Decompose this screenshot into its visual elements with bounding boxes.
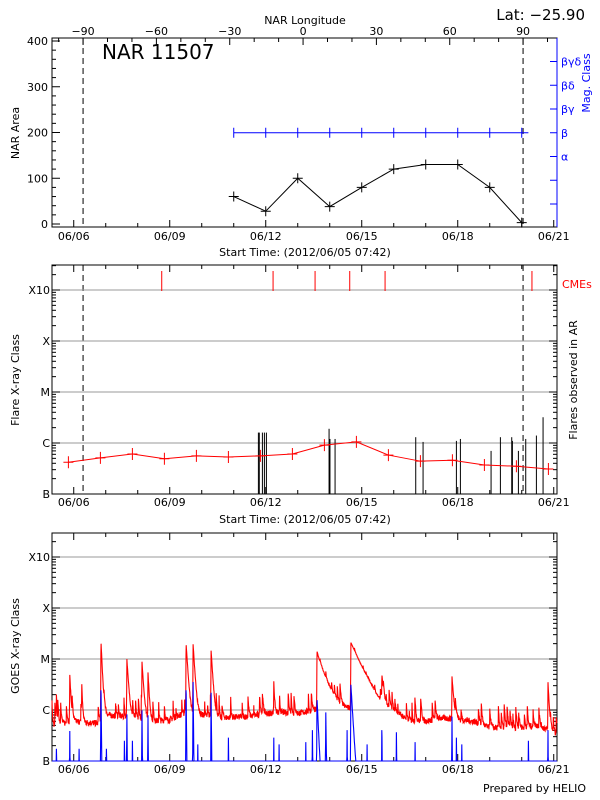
y-tick-label: 400 xyxy=(27,35,48,48)
mag-class-tick-label: βγδ xyxy=(561,56,582,69)
x-tick-label: 06/06 xyxy=(58,496,90,509)
mean-flare-point xyxy=(255,449,266,462)
mean-flare-point xyxy=(319,439,330,452)
cme-label: CMEs xyxy=(562,278,592,291)
mean-flare-point xyxy=(127,447,138,460)
x-tick-label: 06/18 xyxy=(442,496,474,509)
area-point xyxy=(516,217,527,228)
region-label: NAR 11507 xyxy=(102,40,215,64)
mean-flare-point xyxy=(383,449,394,462)
mag-class-tick-label: βδ xyxy=(561,79,575,92)
y-tick-label: 300 xyxy=(27,81,48,94)
area-x-axis-label: Start Time: (2012/06/05 07:42) xyxy=(219,246,391,259)
area-point xyxy=(452,159,463,170)
mean-flare-point xyxy=(351,435,362,448)
area-y-axis-label: NAR Area xyxy=(9,107,22,159)
flares-observed-axis-label: Flares observed in AR xyxy=(567,320,580,440)
area-point xyxy=(388,164,399,175)
y-tick-label: X10 xyxy=(28,284,50,297)
x-tick-label: 06/18 xyxy=(442,763,474,776)
goes-y-axis-label: GOES X-ray Class xyxy=(9,598,22,694)
mean-flare-line xyxy=(68,441,549,470)
mean-flare-point xyxy=(447,454,458,467)
x-tick-label: 06/09 xyxy=(154,230,186,243)
y-tick-label: B xyxy=(42,488,50,501)
area-point xyxy=(356,182,367,193)
area-point xyxy=(260,206,271,217)
chart-marks: 06/06 06/09 06/12 06/15 06/18 06/21 06/06 06/09… xyxy=(27,25,582,776)
area-point xyxy=(292,173,303,184)
y-tick-label: X xyxy=(42,602,50,615)
area-point xyxy=(228,191,239,202)
mag-class-tick-label: β xyxy=(561,127,568,140)
mag-class-tick-label: α xyxy=(561,151,568,164)
mag-class-axis-label: Mag. Class xyxy=(580,53,593,112)
y-tick-label: X xyxy=(42,335,50,348)
y-tick-label: 0 xyxy=(41,218,48,231)
x-tick-label: 06/12 xyxy=(250,230,282,243)
mean-flare-point xyxy=(511,460,522,473)
latitude-label: Lat: −25.90 xyxy=(496,6,585,24)
mag-class-tick-label: βγ xyxy=(561,103,575,116)
longitude-tick-label: −90 xyxy=(71,25,94,38)
x-tick-label: 06/15 xyxy=(346,230,378,243)
longitude-tick-label: −30 xyxy=(218,25,241,38)
mean-flare-point xyxy=(63,456,74,469)
longitude-tick-label: 90 xyxy=(516,25,530,38)
y-tick-label: B xyxy=(42,755,50,768)
mean-flare-point xyxy=(415,455,426,468)
y-tick-label: M xyxy=(41,653,51,666)
goes-long-channel-line xyxy=(51,642,558,736)
x-tick-label: 06/06 xyxy=(58,763,90,776)
panel-frame-2 xyxy=(51,532,558,762)
longitude-tick-label: 30 xyxy=(369,25,383,38)
x-tick-label: 06/12 xyxy=(250,763,282,776)
x-tick-label: 06/06 xyxy=(58,230,90,243)
area-line xyxy=(233,164,523,223)
mean-flare-point xyxy=(543,462,554,475)
y-tick-label: X10 xyxy=(28,551,50,564)
x-tick-label: 06/15 xyxy=(346,496,378,509)
flare-y-axis-label: Flare X-ray Class xyxy=(9,334,22,426)
y-tick-label: M xyxy=(41,386,51,399)
y-tick-label: C xyxy=(42,437,50,450)
x-tick-label: 06/09 xyxy=(154,496,186,509)
x-tick-label: 06/12 xyxy=(250,496,282,509)
x-tick-label: 06/15 xyxy=(346,763,378,776)
x-tick-label: 06/21 xyxy=(538,230,570,243)
mean-flare-point xyxy=(95,451,106,464)
mean-flare-point xyxy=(223,451,234,464)
longitude-tick-label: 60 xyxy=(443,25,457,38)
mean-flare-point xyxy=(287,447,298,460)
area-point xyxy=(324,201,335,212)
y-tick-label: 200 xyxy=(27,127,48,140)
mean-flare-point xyxy=(479,459,490,472)
area-point xyxy=(420,159,431,170)
x-tick-label: 06/21 xyxy=(538,496,570,509)
y-tick-label: C xyxy=(42,704,50,717)
area-point xyxy=(484,182,495,193)
x-tick-label: 06/21 xyxy=(538,763,570,776)
x-tick-label: 06/09 xyxy=(154,763,186,776)
mean-flare-point xyxy=(159,452,170,465)
x-tick-label: 06/18 xyxy=(442,230,474,243)
y-tick-label: 100 xyxy=(27,172,48,185)
longitude-axis-label: NAR Longitude xyxy=(264,14,346,27)
mean-flare-point xyxy=(191,449,202,462)
flare-x-axis-label: Start Time: (2012/06/05 07:42) xyxy=(219,513,391,526)
footer-credit: Prepared by HELIO xyxy=(483,782,586,795)
panel-frame-1 xyxy=(51,264,558,495)
goes-short-channel-line xyxy=(52,681,557,762)
longitude-tick-label: −60 xyxy=(145,25,168,38)
longitude-tick-label: 0 xyxy=(300,25,307,38)
